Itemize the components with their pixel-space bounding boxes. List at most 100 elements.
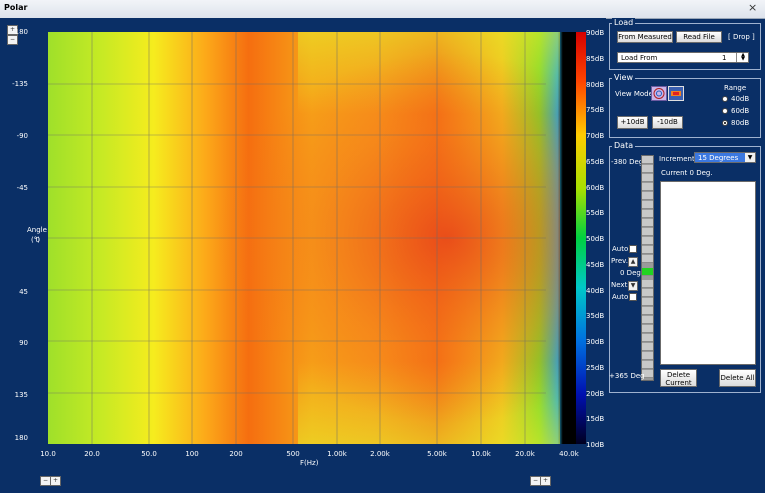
range-80-label: 80dB <box>731 119 750 127</box>
angle-cell[interactable] <box>642 246 653 254</box>
colorbar-label: 35dB <box>586 312 605 320</box>
angle-cell[interactable] <box>642 210 653 218</box>
y-tick-label: -90 <box>16 132 28 140</box>
range-40-radio[interactable] <box>722 96 728 102</box>
angle-cell[interactable] <box>642 298 653 306</box>
colorbar-label: 80dB <box>586 81 605 89</box>
angle-cell[interactable] <box>642 165 653 173</box>
x-tick-label: 200 <box>229 450 243 458</box>
angle-cell[interactable] <box>642 343 653 351</box>
y-tick-label: 90 <box>19 339 28 347</box>
y-tick-label: 0 <box>35 236 40 244</box>
zoom-in-icon[interactable]: + <box>7 25 18 35</box>
x-tick-label: 50.0 <box>141 450 157 458</box>
prev-label: Prev. <box>611 257 628 265</box>
prev-arrow-icon[interactable]: ▲ <box>628 257 638 267</box>
angle-cell[interactable] <box>642 289 653 297</box>
angle-cell[interactable] <box>642 255 653 263</box>
range-40-label: 40dB <box>731 95 750 103</box>
y-tick-label: 135 <box>14 391 28 399</box>
drop-target[interactable]: [ Drop ] <box>728 33 755 41</box>
top-angle-label: -380 Deg <box>611 158 644 166</box>
auto-checkbox-top[interactable] <box>629 245 637 253</box>
angle-cell[interactable] <box>642 325 653 333</box>
data-list[interactable] <box>660 181 756 365</box>
data-panel-title: Data <box>612 141 636 150</box>
colorbar-label: 90dB <box>586 29 605 37</box>
angle-cell[interactable] <box>642 334 653 342</box>
x-axis-title: F(Hz) <box>300 459 319 467</box>
polar-plot-area: + − Angle (°) -180 -135 -90 -45 0 45 90 … <box>0 18 606 493</box>
window-titlebar: Polar × <box>0 0 765 19</box>
x-tick-label: 10.0k <box>471 450 491 458</box>
x-tick-label: 500 <box>286 450 300 458</box>
read-file-button[interactable]: Read File <box>676 31 722 43</box>
colorbar-label: 65dB <box>586 158 605 166</box>
colorbar <box>576 32 586 444</box>
spinner-icon[interactable]: ▲ ▼ <box>736 53 749 62</box>
zoom-x-in-icon[interactable]: + <box>540 476 551 486</box>
minus-10db-button[interactable]: -10dB <box>652 116 683 129</box>
load-from-field[interactable]: Load From 1 ▲ ▼ <box>617 52 749 63</box>
load-panel <box>609 23 761 70</box>
colorbar-label: 40dB <box>586 287 605 295</box>
current-angle-label: Current 0 Deg. <box>661 169 713 177</box>
y-tick-label: -180 <box>12 28 28 36</box>
polar-view-icon[interactable] <box>651 86 667 101</box>
angle-cell[interactable] <box>642 219 653 227</box>
angle-cell[interactable] <box>642 280 653 288</box>
angle-cell[interactable] <box>642 174 653 182</box>
angle-cell[interactable] <box>642 201 653 209</box>
angle-cell[interactable] <box>642 183 653 191</box>
y-tick-label: -135 <box>12 80 28 88</box>
angle-cell[interactable] <box>642 352 653 360</box>
angle-cell[interactable] <box>642 156 653 164</box>
load-from-value: 1 <box>722 54 727 62</box>
angle-cell[interactable] <box>642 192 653 200</box>
angle-cell[interactable] <box>642 361 653 369</box>
pan-right-icon[interactable]: + <box>50 476 61 486</box>
increment-select[interactable]: 15 Degrees ▼ <box>694 152 756 163</box>
auto-checkbox-bottom[interactable] <box>629 293 637 301</box>
delete-all-button[interactable]: Delete All <box>719 369 756 387</box>
colorbar-label: 45dB <box>586 261 605 269</box>
angle-cell[interactable] <box>642 370 653 378</box>
angle-cell[interactable] <box>642 316 653 324</box>
x-tick-label: 40.0k <box>559 450 579 458</box>
angle-strip[interactable] <box>641 155 654 381</box>
delete-current-button[interactable]: Delete Current <box>660 369 697 387</box>
angle-cell[interactable] <box>642 228 653 236</box>
heatmap-view-icon[interactable] <box>668 86 684 101</box>
colorbar-label: 50dB <box>586 235 605 243</box>
plus-10db-button[interactable]: +10dB <box>617 116 648 129</box>
y-axis-unit: (°) <box>31 236 40 244</box>
range-80-radio[interactable] <box>722 120 728 126</box>
angle-cell-current[interactable] <box>642 268 653 276</box>
angle-cell[interactable] <box>642 237 653 245</box>
angle-cell[interactable] <box>642 307 653 315</box>
colorbar-label: 55dB <box>586 209 605 217</box>
y-tick-label: 45 <box>19 288 28 296</box>
view-mode-label: View Mode <box>615 90 653 98</box>
load-panel-title: Load <box>612 18 636 27</box>
colorbar-label: 20dB <box>586 390 605 398</box>
range-60-radio[interactable] <box>722 108 728 114</box>
chevron-down-icon[interactable]: ▼ <box>745 153 755 162</box>
next-arrow-icon[interactable]: ▼ <box>628 281 638 291</box>
increment-label: Increment <box>659 155 695 163</box>
increment-value: 15 Degrees <box>698 154 739 162</box>
x-tick-label: 20.0 <box>84 450 100 458</box>
close-icon[interactable]: × <box>748 1 758 14</box>
colorbar-label: 10dB <box>586 441 605 449</box>
x-tick-label: 10.0 <box>40 450 56 458</box>
auto-label-bottom: Auto <box>612 293 629 301</box>
view-panel-title: View <box>612 73 635 82</box>
from-measured-button[interactable]: From Measured <box>617 31 673 43</box>
colorbar-label: 85dB <box>586 55 605 63</box>
range-label: Range <box>724 84 747 92</box>
y-axis-title: Angle <box>27 226 47 234</box>
y-tick-label: 180 <box>14 434 28 442</box>
zoom-out-icon[interactable]: − <box>7 35 18 45</box>
auto-label-top: Auto <box>612 245 629 253</box>
data-panel <box>609 146 761 393</box>
